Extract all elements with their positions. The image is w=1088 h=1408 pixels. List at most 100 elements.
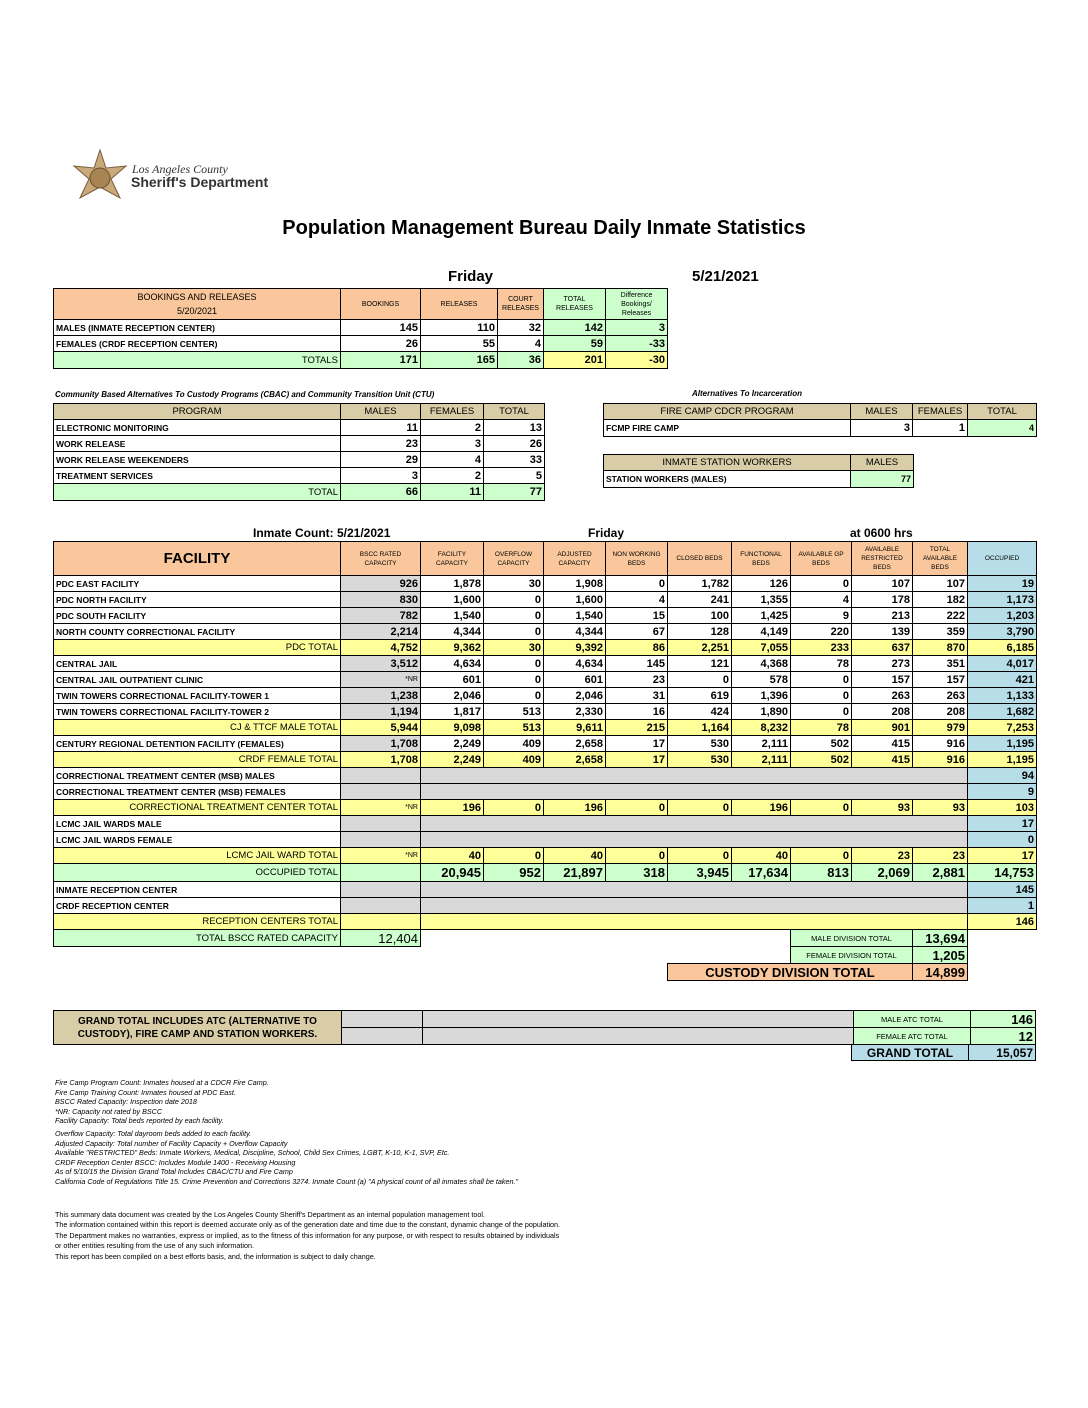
value-cell: 601	[420, 671, 484, 688]
occupied-cell: 1,203	[967, 607, 1037, 624]
value-cell: 29	[340, 451, 421, 468]
column-header: FIRE CAMP CDCR PROGRAM	[603, 403, 851, 420]
value-cell: 513	[483, 703, 544, 720]
value-cell: 93	[912, 799, 968, 816]
value-cell: 11	[340, 419, 421, 436]
occupied-cell: 1,195	[967, 735, 1037, 752]
male-division-value: 13,694	[912, 929, 968, 947]
column-header: MALES	[850, 454, 914, 471]
facility-label: LCMC JAIL WARD TOTAL	[53, 847, 341, 864]
value-cell: 20,945	[420, 863, 484, 882]
occupied-cell: 1,173	[967, 591, 1037, 608]
blank-area	[54, 947, 791, 964]
column-header: BSCC RATED CAPACITY	[340, 541, 421, 576]
bscc-capacity-cell: 1,708	[340, 735, 421, 752]
value-cell: 502	[790, 751, 852, 768]
empty-cell	[341, 1027, 423, 1045]
value-cell: 409	[483, 751, 544, 768]
column-header: CLOSED BEDS	[667, 541, 732, 576]
column-header: MALES	[850, 403, 913, 420]
value-cell: 139	[851, 623, 913, 640]
column-header: TOTAL AVAILABLE BEDS	[912, 541, 968, 576]
blank-area	[420, 929, 791, 947]
merged-empty-cell	[420, 831, 968, 848]
footnote-line: Overflow Capacity: Total dayroom beds ad…	[55, 1128, 252, 1138]
value-cell: 1,908	[543, 575, 606, 592]
value-cell: 2,249	[420, 735, 484, 752]
facility-label: NORTH COUNTY CORRECTIONAL FACILITY	[53, 623, 341, 640]
value-cell: 31	[605, 687, 668, 704]
grand-total-value: 15,057	[968, 1044, 1036, 1061]
male-division-label: MALE DIVISION TOTAL	[790, 929, 913, 947]
value-cell: 0	[790, 687, 852, 704]
value-cell: 107	[851, 575, 913, 592]
value-cell: 3	[340, 467, 421, 484]
logo-county: Los Angeles County	[132, 162, 228, 176]
value-cell: 2,111	[731, 751, 791, 768]
total-cell: 66	[340, 483, 421, 501]
bscc-capacity-cell: 1,238	[340, 687, 421, 704]
value-cell: 2	[420, 467, 484, 484]
occupied-cell: 4,017	[967, 655, 1037, 672]
value-cell: 318	[605, 863, 668, 882]
value-cell: 208	[912, 703, 968, 720]
bscc-capacity-cell	[340, 863, 421, 882]
row-label: STATION WORKERS (MALES)	[603, 470, 851, 488]
value-cell: 13	[483, 419, 545, 436]
value-cell: 30	[483, 575, 544, 592]
inmate-count-label: Inmate Count: 5/21/2021	[253, 526, 391, 540]
value-cell: 86	[605, 639, 668, 656]
total-cell: 36	[497, 351, 544, 369]
occupied-cell: 6,185	[967, 639, 1037, 656]
merged-empty-cell	[420, 767, 968, 784]
column-header: INMATE STATION WORKERS	[603, 454, 851, 471]
value-cell: 4	[967, 419, 1037, 437]
value-cell: 409	[483, 735, 544, 752]
occupied-cell: 0	[967, 831, 1037, 848]
value-cell: 78	[790, 655, 852, 672]
facility-label: TWIN TOWERS CORRECTIONAL FACILITY-TOWER …	[53, 703, 341, 720]
female-division-label: FEMALE DIVISION TOTAL	[790, 946, 913, 964]
alternatives-caption: Alternatives To Incarceration	[692, 389, 802, 398]
occupied-cell: 17	[967, 815, 1037, 832]
report-day: Friday	[448, 268, 494, 285]
bookings-title: BOOKINGS AND RELEASES	[137, 292, 257, 302]
value-cell: 0	[483, 687, 544, 704]
footnote-line: CRDF Reception Center BSCC: Includes Mod…	[55, 1157, 296, 1167]
totals-label: TOTALS	[53, 351, 341, 369]
value-cell: 4,344	[543, 623, 606, 640]
empty-cell	[340, 881, 421, 898]
value-cell: 619	[667, 687, 732, 704]
occupied-cell: 9	[967, 783, 1037, 800]
value-cell: 21,897	[543, 863, 606, 882]
value-cell: 26	[483, 435, 545, 452]
disclaimer-line: The information contained within this re…	[55, 1220, 561, 1230]
column-header: ADJUSTED CAPACITY	[543, 541, 606, 576]
value-cell: 0	[483, 607, 544, 624]
column-header: FACILITY CAPACITY	[420, 541, 484, 576]
footnote-line: BSCC Rated Capacity: Inspection date 201…	[55, 1097, 197, 1107]
value-cell: 7,055	[731, 639, 791, 656]
column-header: AVAILABLE RESTRICTED BEDS	[851, 541, 913, 576]
value-cell: 9,098	[420, 719, 484, 736]
value-cell: 157	[851, 671, 913, 688]
bscc-capacity-cell: 5,944	[340, 719, 421, 736]
column-header: MALES	[340, 403, 421, 420]
bscc-capacity-cell: 926	[340, 575, 421, 592]
occupied-cell: 94	[967, 767, 1037, 784]
value-cell: 578	[731, 671, 791, 688]
bscc-capacity-cell: 4,752	[340, 639, 421, 656]
value-cell: 9	[790, 607, 852, 624]
column-header: FACILITY	[53, 541, 341, 576]
value-cell: 178	[851, 591, 913, 608]
value-cell: 17	[605, 735, 668, 752]
disclaimer-line: or other entities resulting from the use…	[55, 1241, 254, 1251]
value-cell: 4,634	[420, 655, 484, 672]
empty-cell	[340, 831, 421, 848]
value-cell: 9,611	[543, 719, 606, 736]
female-atc-label: FEMALE ATC TOTAL	[853, 1027, 971, 1045]
program-label: WORK RELEASE	[53, 435, 341, 452]
female-atc-value: 12	[970, 1027, 1036, 1045]
value-cell: 196	[420, 799, 484, 816]
empty-cell	[340, 897, 421, 914]
